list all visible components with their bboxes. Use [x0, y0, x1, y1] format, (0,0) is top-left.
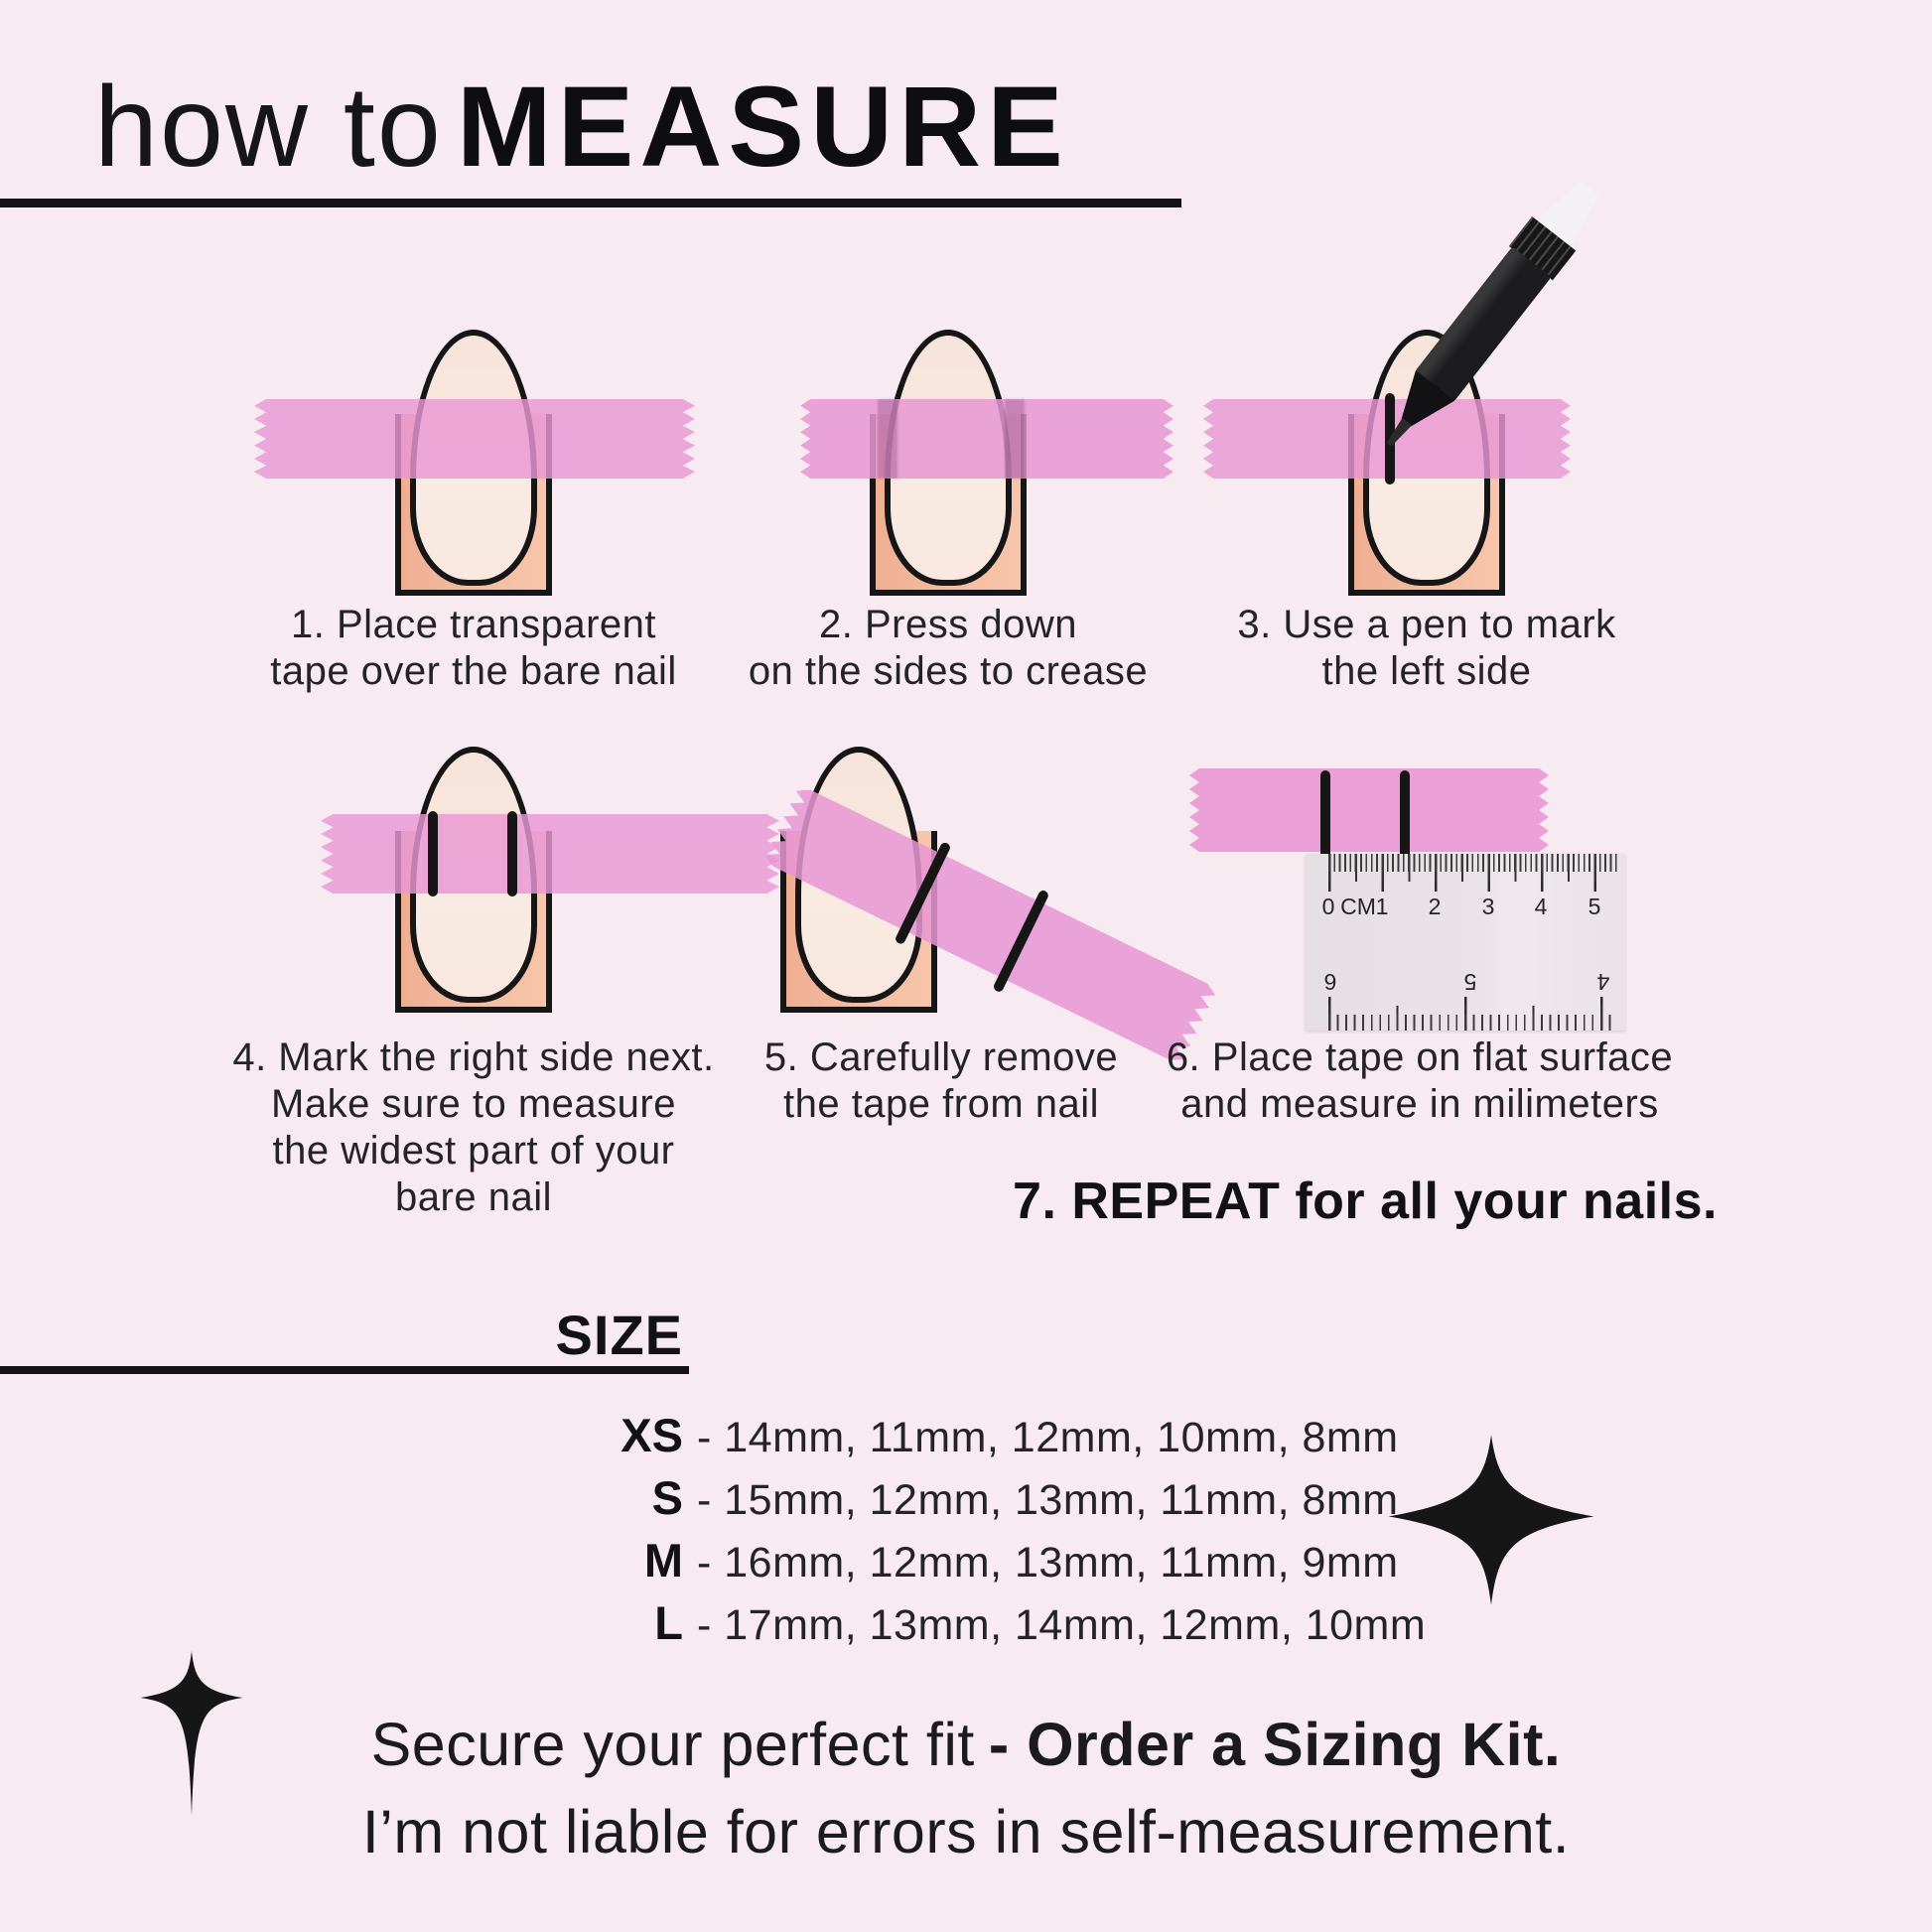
tape-step6	[1189, 768, 1549, 860]
step5-caption: 5. Carefully remove the tape from nail	[763, 1035, 1119, 1126]
ruler-cm-label: 5	[1587, 894, 1601, 919]
size-table: XS - 14mm, 11mm, 12mm, 10mm, 8mm S - 15m…	[0, 1408, 1425, 1658]
step4-caption: 4. Mark the right side next. Make sure t…	[232, 1035, 715, 1219]
tape-crease-left	[878, 399, 897, 479]
ruler-cm-unit: CM	[1340, 894, 1376, 919]
ruler-cm-label: 4	[1534, 894, 1548, 919]
size-underline	[0, 1366, 689, 1374]
footer-line2: I’m not liable for errors in self-measur…	[361, 1798, 1571, 1865]
ruler-cm-label: 0	[1321, 894, 1335, 919]
size-values: - 17mm, 13mm, 14mm, 12mm, 10mm	[697, 1601, 1427, 1649]
ruler-cm-label: 3	[1481, 894, 1495, 919]
ruler-inch-label: 5	[1463, 969, 1477, 995]
step6-caption: 6. Place tape on flat surface and measur…	[1166, 1035, 1674, 1126]
ruler-cm-label: 2	[1428, 894, 1442, 919]
right-side-mark	[507, 811, 517, 897]
left-side-mark	[1320, 770, 1330, 860]
sparkle-icon	[136, 1646, 247, 1823]
size-row-m: M - 16mm, 12mm, 13mm, 11mm, 9mm	[0, 1533, 1410, 1595]
size-label: XS	[621, 1409, 683, 1461]
ruler-inch-label: 6	[1323, 969, 1337, 995]
tape-step1	[254, 399, 695, 479]
size-values: - 16mm, 12mm, 13mm, 11mm, 9mm	[697, 1539, 1399, 1587]
tape-crease-right	[1005, 399, 1025, 479]
tape-step2	[800, 399, 1173, 479]
title-light: how to	[94, 64, 443, 191]
ruler-inch-ticks	[1328, 997, 1617, 1031]
step7-caption: 7. REPEAT for all your nails.	[1013, 1173, 1718, 1230]
tape-step4	[321, 811, 779, 897]
size-row-s: S - 15mm, 12mm, 13mm, 11mm, 8mm	[0, 1470, 1410, 1533]
footer-line1-regular: Secure your perfect fit	[370, 1711, 975, 1778]
step3-caption: 3. Use a pen to mark the left side	[1237, 603, 1616, 693]
ruler-cm-label: 1	[1375, 894, 1389, 919]
size-row-l: L - 17mm, 13mm, 14mm, 12mm, 10mm	[0, 1595, 1425, 1658]
tape-step5-peeled	[761, 784, 1218, 1065]
size-heading: SIZE	[555, 1304, 683, 1366]
size-label: L	[654, 1596, 683, 1649]
size-values: - 14mm, 11mm, 12mm, 10mm, 8mm	[697, 1414, 1399, 1461]
page-title: how to MEASURE	[94, 62, 1069, 193]
title-bold: MEASURE	[456, 64, 1069, 191]
ruler-cm-ticks	[1328, 854, 1617, 892]
footer-line1: Secure your perfect fit - Order a Sizing …	[60, 1710, 1872, 1779]
step1-caption: 1. Place transparent tape over the bare …	[270, 603, 677, 693]
title-underline	[0, 199, 1181, 207]
step2-caption: 2. Press down on the sides to crease	[748, 603, 1149, 693]
sparkle-icon	[1385, 1428, 1597, 1612]
size-values: - 15mm, 12mm, 13mm, 11mm, 8mm	[697, 1476, 1399, 1524]
ruler-inch-label: 4	[1596, 969, 1610, 995]
size-label: M	[643, 1534, 683, 1587]
left-side-mark	[428, 811, 438, 897]
footer-line1-bold: - Order a Sizing Kit.	[988, 1711, 1562, 1778]
ruler: 0 CM 1 2 3 4 5 6 5 4	[1306, 854, 1625, 1031]
right-side-mark	[1400, 770, 1410, 860]
size-row-xs: XS - 14mm, 11mm, 12mm, 10mm, 8mm	[0, 1408, 1410, 1470]
size-label: S	[651, 1471, 683, 1524]
footer: Secure your perfect fit - Order a Sizing …	[60, 1710, 1872, 1866]
